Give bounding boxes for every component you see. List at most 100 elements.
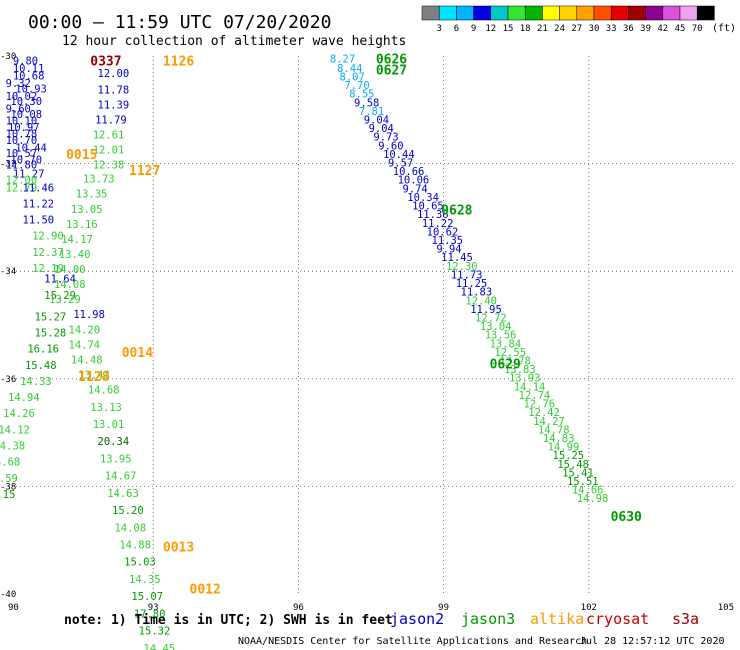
swh-data-label: 9.73: [373, 132, 398, 144]
swh-data-label: 10.68: [13, 70, 45, 82]
swh-data-label: 15.20: [112, 505, 144, 517]
swh-data-label: 11.25: [456, 278, 488, 290]
swh-data-label: 13.04: [480, 321, 512, 333]
swh-data-label: 12.37: [32, 247, 64, 259]
swh-data-label: 14.08: [54, 279, 86, 291]
time-label: 0014: [122, 346, 153, 361]
colorbar-swatch: [490, 5, 509, 21]
swh-data-label: 10.70: [10, 154, 42, 166]
x-tick-label: 90: [8, 603, 19, 613]
swh-data-label: 15.48: [25, 360, 57, 372]
swh-data-label: 13.05: [71, 204, 103, 216]
chart-title: 00:00 – 11:59 UTC 07/20/2020: [28, 12, 331, 33]
swh-data-label: 8.27: [330, 54, 355, 66]
swh-data-label: 8.44: [337, 63, 362, 75]
swh-data-label: 9.60: [378, 140, 403, 152]
swh-data-label: 14.66: [572, 485, 604, 497]
swh-data-label: 15.28: [35, 328, 67, 340]
swh-data-label: 9.80: [13, 55, 38, 67]
swh-data-label: 10.11: [13, 63, 45, 75]
colorbar-swatch: [593, 5, 612, 21]
swh-data-label: 12.00: [98, 68, 130, 80]
swh-data-label: 12.72: [475, 312, 507, 324]
swh-data-label: 13.35: [76, 189, 108, 201]
colorbar-tick-label: 42: [657, 24, 668, 34]
swh-data-label: 15.32: [139, 626, 171, 638]
swh-data-label: 14.59: [0, 473, 18, 485]
chart-subtitle: 12 hour collection of altimeter wave hei…: [62, 34, 406, 49]
colorbar-swatch: [456, 5, 474, 21]
colorbar-swatch: [438, 5, 457, 21]
colorbar-swatch: [576, 5, 595, 21]
swh-data-label: 11.27: [13, 168, 45, 180]
swh-data-label: 11.95: [470, 304, 502, 316]
swh-data-label: 14.45: [144, 643, 176, 650]
swh-data-label: 10.57: [6, 148, 38, 160]
y-tick-label: -32: [0, 160, 16, 170]
swh-data-label: 9.04: [369, 123, 394, 135]
swh-data-label: 12.90: [32, 231, 64, 243]
swh-data-label: 7.81: [359, 106, 384, 118]
time-label: 0337: [90, 54, 121, 69]
swh-data-label: 12.38: [93, 160, 125, 172]
swh-data-label: 11.98: [73, 309, 105, 321]
swh-data-label: 11.35: [432, 235, 464, 247]
swh-data-label: 10.44: [383, 149, 415, 161]
colorbar-tick-label: 21: [537, 24, 548, 34]
swh-data-label: 14.67: [105, 471, 137, 483]
y-tick-label: -36: [0, 375, 16, 385]
swh-data-label: 12.61: [93, 130, 125, 142]
legend-entry-s3a: s3a: [672, 610, 699, 628]
swh-data-label: 14.94: [8, 392, 40, 404]
swh-data-label: 14.20: [69, 324, 101, 336]
swh-data-label: 12.76: [523, 399, 555, 411]
swh-data-label: 10.02: [6, 91, 38, 103]
swh-data-label: 11.83: [461, 287, 493, 299]
swh-data-label: 15.27: [35, 311, 67, 323]
swh-data-label: 14.27: [533, 416, 565, 428]
colorbar-swatch: [524, 5, 543, 21]
swh-data-label: 11.45: [441, 252, 473, 264]
swh-data-label: 13.01: [93, 419, 125, 431]
swh-data-label: 10.93: [15, 83, 47, 95]
swh-data-label: 11.64: [44, 274, 76, 286]
colorbar-tick-label: 12: [485, 24, 496, 34]
swh-data-label: 14.68: [0, 457, 20, 469]
swh-data-label: 14.88: [119, 540, 151, 552]
swh-data-label: 9.32: [6, 78, 31, 90]
legend-entry-altika: altika: [530, 610, 584, 628]
swh-data-label: 11.79: [95, 114, 127, 126]
swh-data-label: 13.93: [509, 373, 541, 385]
colorbar-tick-label: 45: [675, 24, 686, 34]
x-tick-label: 105: [718, 603, 734, 613]
swh-data-label: 11.36: [417, 209, 449, 221]
time-label: 1127: [129, 164, 160, 179]
colorbar-tick-label: 70: [692, 24, 703, 34]
swh-data-label: 14.00: [54, 264, 86, 276]
swh-data-label: 12.40: [465, 295, 497, 307]
swh-data-label: 11.50: [23, 215, 55, 227]
swh-data-label: 13.56: [485, 330, 517, 342]
y-tick-label: -38: [0, 482, 16, 492]
colorbar-swatch: [421, 5, 440, 21]
swh-data-label: 8.55: [349, 89, 374, 101]
swh-data-label: 15.03: [124, 557, 156, 569]
swh-data-label: 16.16: [27, 344, 59, 356]
plot-area: 90 93 96 99 102 105-30-32-34-36-38-409.8010.1…: [0, 52, 734, 650]
colorbar-tick-label: 15: [503, 24, 514, 34]
legend-entry-jason3: jason3: [461, 610, 515, 628]
swh-data-label: 10.65: [412, 201, 444, 213]
swh-data-label: 9.04: [364, 114, 389, 126]
swh-data-label: 10.08: [10, 109, 42, 121]
swh-data-label: 13.40: [59, 249, 91, 261]
swh-data-label: 11.80: [6, 160, 38, 172]
swh-data-label: 15.29: [44, 290, 76, 302]
swh-data-label: 14.78: [538, 424, 570, 436]
swh-data-label: 15.25: [553, 450, 585, 462]
swh-data-label: 16.15: [0, 489, 15, 501]
colorbar-swatch: [645, 5, 664, 21]
swh-data-label: 12.42: [528, 407, 560, 419]
colorbar-tick-label: 9: [471, 24, 476, 34]
footer-credit: NOAA/NESDIS Center for Satellite Applica…: [238, 636, 587, 647]
swh-data-label: 14.35: [129, 574, 161, 586]
